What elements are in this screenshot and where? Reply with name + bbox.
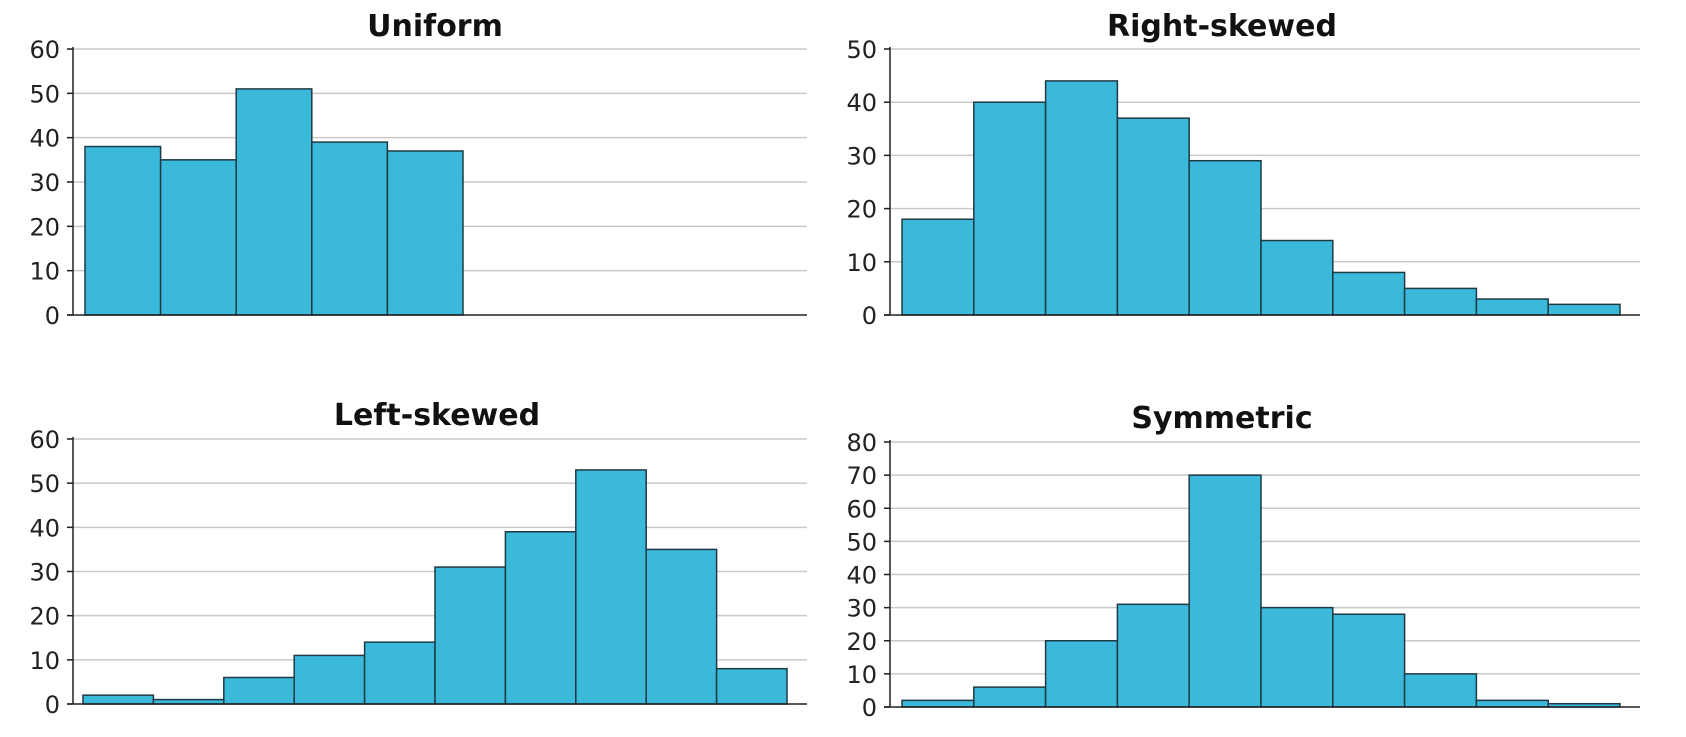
chart-title: Right-skewed <box>1107 9 1337 44</box>
chart-left-skewed: Left-skewed 0 10 20 30 40 50 60 <box>29 398 807 719</box>
histogram-bar <box>159 159 237 316</box>
y-tick-label: 20 <box>846 628 877 656</box>
y-tick-label: 50 <box>846 528 877 556</box>
y-tick-label: 40 <box>29 125 60 153</box>
histogram-bar <box>1260 606 1334 708</box>
y-tick-label: 20 <box>29 603 60 631</box>
histogram-bar <box>235 88 313 316</box>
y-tick-label: 60 <box>29 36 60 64</box>
histogram-bar <box>645 548 718 705</box>
y-tick-label: 30 <box>29 559 60 587</box>
histogram-bar <box>1188 474 1262 708</box>
y-tick-label: 30 <box>29 169 60 197</box>
y-tick-label: 60 <box>29 426 60 454</box>
histogram-bar <box>1332 271 1406 316</box>
chart-right-skewed: Right-skewed 0 10 20 30 40 50 <box>846 9 1640 330</box>
chart-title: Uniform <box>367 9 503 44</box>
histogram-bar <box>973 101 1047 316</box>
histogram-bar <box>311 141 389 316</box>
y-tick-label: 40 <box>846 562 877 590</box>
histogram-bar <box>434 566 507 705</box>
y-tick-label: 30 <box>846 142 877 170</box>
histogram-bar <box>1116 117 1190 316</box>
histogram-bar <box>901 699 975 708</box>
histogram-bar <box>293 654 366 705</box>
y-tick-label: 10 <box>29 647 60 675</box>
y-tick-label: 0 <box>862 694 877 722</box>
histogram-bar <box>84 145 162 316</box>
histogram-bar <box>1475 699 1549 708</box>
histogram-bar <box>363 641 436 705</box>
histogram-bar <box>1188 159 1262 316</box>
chart-title: Symmetric <box>1131 401 1312 436</box>
histogram-bar <box>715 667 788 705</box>
chart-title: Left-skewed <box>334 398 540 433</box>
y-tick-label: 0 <box>45 302 60 330</box>
y-tick-label: 20 <box>29 213 60 241</box>
histogram-bar <box>575 469 647 705</box>
histogram-bar <box>1332 613 1406 708</box>
histogram-bar <box>1044 80 1119 316</box>
histogram-bar <box>901 218 975 316</box>
y-tick-label: 10 <box>29 258 60 286</box>
y-tick-label: 40 <box>29 514 60 542</box>
histogram-bar <box>386 150 464 316</box>
y-tick-label: 70 <box>846 462 877 490</box>
histogram-bar <box>973 686 1047 708</box>
histogram-bar <box>1475 298 1549 316</box>
histogram-bar <box>1403 287 1478 316</box>
histogram-bar <box>504 531 577 705</box>
histogram-bar <box>223 676 295 705</box>
histogram-bar <box>1403 673 1478 708</box>
chart-uniform: Uniform 0 10 20 30 40 50 60 <box>29 9 807 330</box>
y-tick-label: 10 <box>846 249 877 277</box>
y-tick-label: 50 <box>29 80 60 108</box>
y-tick-label: 0 <box>862 302 877 330</box>
histogram-bar <box>1044 640 1119 708</box>
histogram-bar <box>82 694 155 705</box>
y-tick-label: 0 <box>45 691 60 719</box>
y-tick-label: 50 <box>29 470 60 498</box>
histogram-bar <box>1116 603 1190 708</box>
histogram-bar <box>1547 303 1621 316</box>
histogram-bar <box>1260 239 1334 316</box>
y-tick-label: 40 <box>846 89 877 117</box>
y-tick-label: 50 <box>846 36 877 64</box>
y-tick-label: 60 <box>846 495 877 523</box>
y-tick-label: 10 <box>846 661 877 689</box>
y-tick-label: 30 <box>846 595 877 623</box>
y-tick-label: 20 <box>846 196 877 224</box>
chart-symmetric: Symmetric 0 10 20 30 40 50 60 70 80 <box>846 401 1640 722</box>
y-tick-label: 80 <box>846 429 877 457</box>
